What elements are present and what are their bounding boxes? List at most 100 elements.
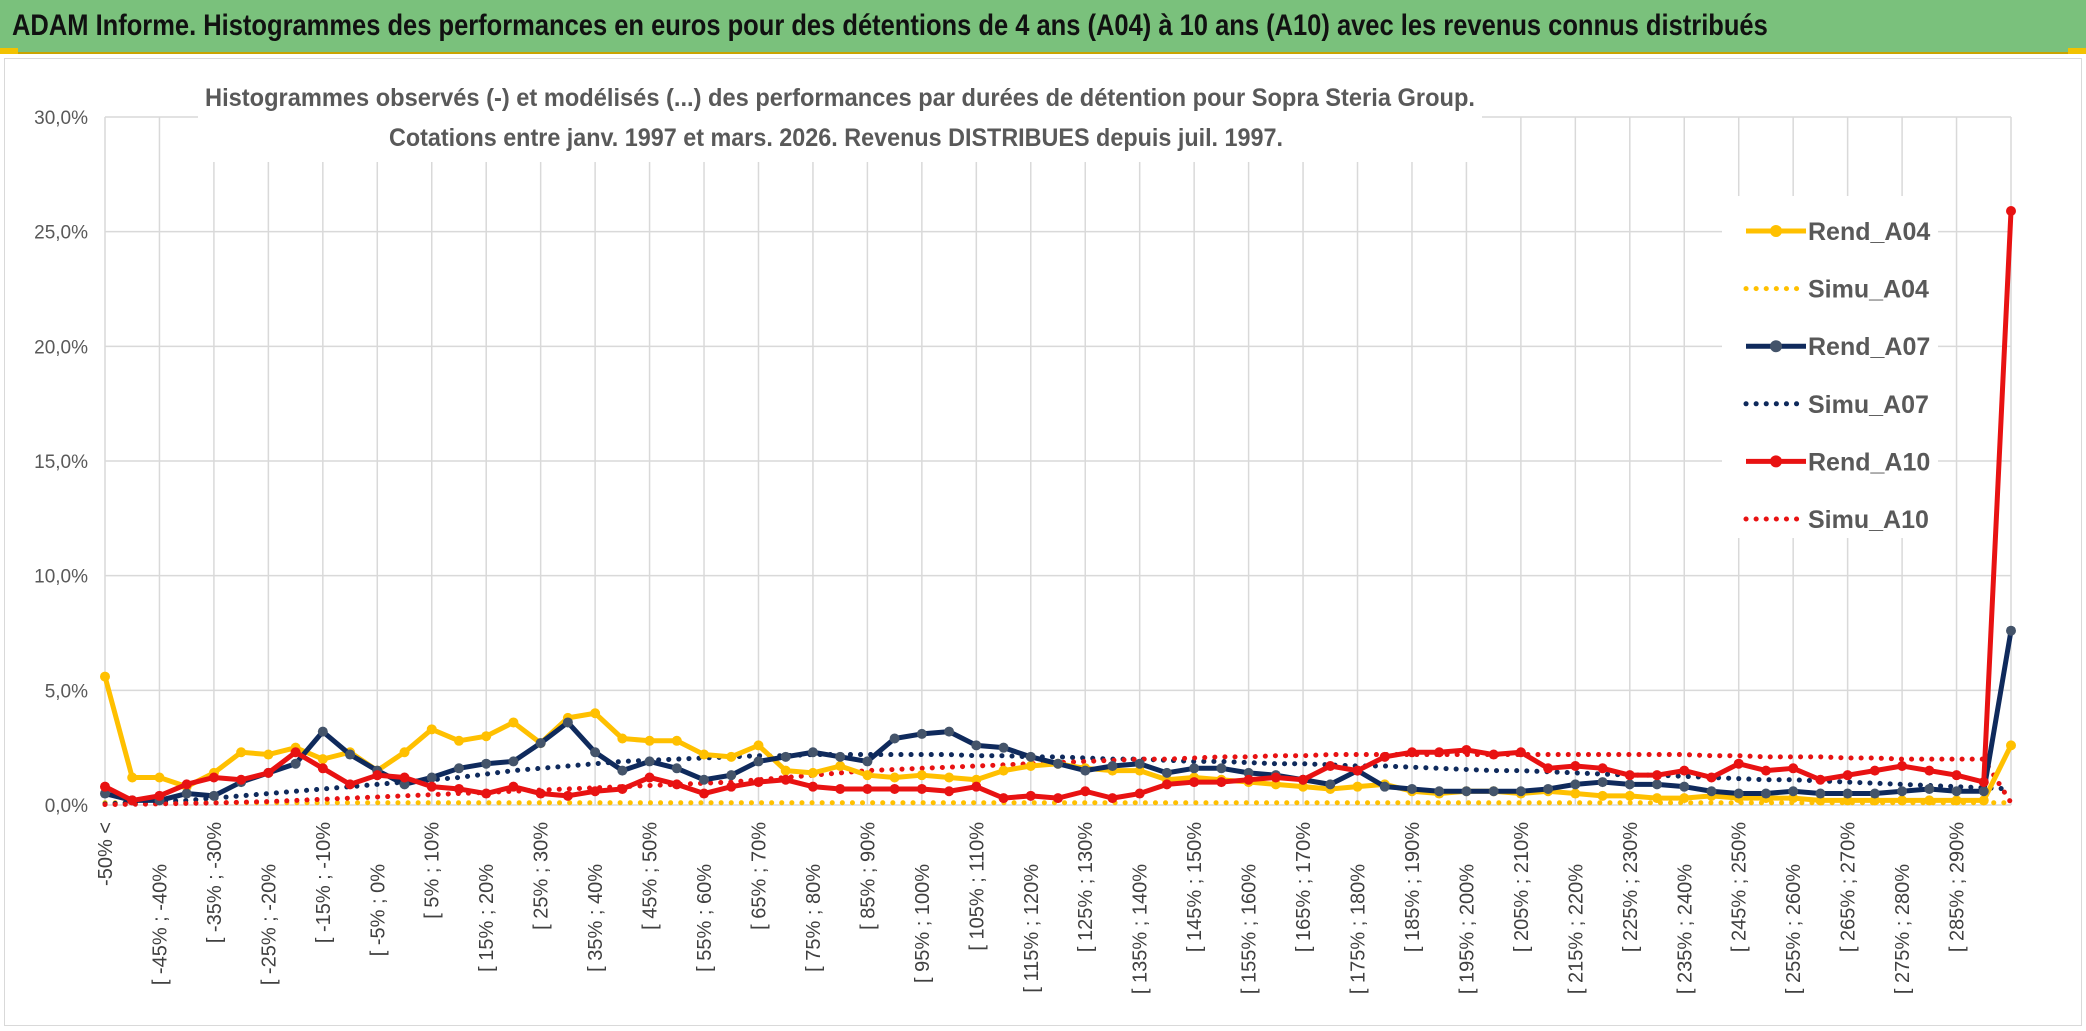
data-point-Rend_A07 [535, 738, 546, 749]
chart-title-line-1: Histogrammes observés (-) et modélisés (… [205, 84, 1475, 112]
x-tick-label: [ -45% ; -40% [149, 864, 171, 985]
data-point-Rend_A10 [1543, 763, 1554, 774]
data-point-Rend_A04 [399, 747, 410, 758]
data-point-Rend_A10 [508, 781, 519, 792]
data-point-Rend_A10 [1107, 793, 1118, 804]
x-tick-label: [ -5% ; 0% [367, 864, 389, 956]
y-tick-label: 15,0% [34, 452, 88, 473]
data-point-Rend_A04 [1134, 765, 1145, 776]
data-point-Rend_A10 [208, 772, 219, 783]
data-point-Rend_A04 [127, 772, 138, 783]
data-point-Rend_A10 [1352, 765, 1363, 776]
data-point-Rend_A10 [2006, 206, 2016, 217]
data-point-Rend_A07 [671, 763, 682, 774]
data-point-Rend_A10 [944, 786, 955, 797]
data-point-Rend_A04 [944, 772, 955, 783]
data-point-Rend_A10 [1597, 763, 1608, 774]
y-tick-label: 20,0% [34, 337, 88, 358]
data-point-Rend_A07 [944, 726, 955, 737]
data-point-Rend_A07 [1325, 779, 1336, 790]
data-point-Rend_A10 [1570, 761, 1581, 772]
data-point-Rend_A10 [1189, 777, 1200, 788]
data-point-Rend_A07 [807, 747, 818, 758]
data-point-Rend_A10 [699, 788, 710, 799]
data-point-Rend_A10 [644, 772, 655, 783]
data-point-Rend_A04 [1298, 781, 1309, 792]
x-tick-label: [ 105% ; 110% [966, 822, 988, 951]
x-tick-label: [ 25% ; 30% [531, 822, 553, 930]
data-point-Rend_A10 [535, 788, 546, 799]
data-point-Rend_A10 [617, 783, 628, 794]
data-point-Rend_A07 [617, 765, 628, 776]
data-point-Rend_A07 [1053, 758, 1063, 769]
x-tick-label: [ 275% ; 280% [1892, 864, 1914, 994]
data-point-Rend_A10 [671, 779, 682, 790]
data-point-Rend_A04 [481, 731, 492, 742]
data-point-Rend_A04 [644, 735, 655, 746]
data-point-Rend_A04 [317, 754, 328, 765]
data-point-Rend_A04 [2006, 740, 2016, 751]
data-point-Rend_A07 [1924, 783, 1935, 794]
chart-title-line-2: Cotations entre janv. 1997 et mars. 2026… [389, 124, 1283, 152]
data-point-Rend_A04 [1570, 788, 1581, 799]
x-tick-label: [ 15% ; 20% [476, 864, 498, 972]
data-point-Rend_A04 [1978, 795, 1989, 806]
data-point-Rend_A04 [1842, 795, 1853, 806]
data-point-Rend_A10 [590, 786, 601, 797]
data-point-Rend_A10 [1298, 774, 1309, 785]
data-point-Rend_A07 [644, 756, 655, 767]
x-tick-label: [ 45% ; 50% [640, 822, 662, 930]
data-point-Rend_A04 [998, 765, 1009, 776]
data-point-Rend_A07 [753, 756, 764, 767]
legend-item-Simu_A04: Simu_A04 [1743, 276, 1929, 304]
data-point-Rend_A04 [807, 767, 818, 778]
data-point-Rend_A07 [1760, 788, 1771, 799]
banner-accent-left [0, 48, 18, 54]
data-point-Rend_A10 [100, 781, 110, 792]
data-point-Rend_A07 [1543, 783, 1554, 794]
x-tick-label: [ -25% ; -20% [258, 864, 280, 985]
data-point-Rend_A07 [726, 770, 737, 781]
data-point-Rend_A10 [862, 783, 873, 794]
x-tick-label: [ 75% ; 80% [803, 864, 825, 972]
data-point-Rend_A10 [372, 770, 383, 781]
y-tick-label: 0,0% [45, 796, 88, 817]
legend-marker [1770, 455, 1782, 468]
x-tick-label: [ 175% ; 180% [1348, 864, 1370, 994]
data-point-Rend_A07 [508, 756, 519, 767]
banner-accent-right [2068, 48, 2086, 54]
data-point-Rend_A04 [1679, 793, 1690, 804]
x-tick-label: [ 125% ; 130% [1075, 822, 1097, 952]
x-tick-label: [ 215% ; 220% [1565, 864, 1587, 994]
x-tick-label: [ 235% ; 240% [1674, 864, 1696, 994]
x-tick-label: [ 35% ; 40% [585, 864, 607, 972]
data-point-Rend_A10 [753, 777, 764, 788]
data-point-Rend_A10 [1080, 786, 1091, 797]
data-point-Rend_A07 [1570, 779, 1581, 790]
data-point-Rend_A07 [1897, 786, 1908, 797]
data-point-Rend_A07 [481, 758, 492, 769]
series-lines [100, 206, 2016, 808]
data-point-Rend_A04 [1788, 793, 1799, 804]
data-point-Rend_A04 [1270, 779, 1281, 790]
x-tick-label: [ 55% ; 60% [694, 864, 716, 972]
x-axis-ticks: -50% < [ -45% ; -40% [ -35% ; -30% [ -25% ;… [95, 822, 1969, 994]
data-point-Rend_A10 [1515, 747, 1526, 758]
data-point-Rend_A04 [699, 749, 710, 760]
x-tick-label: [ -35% ; -30% [204, 822, 226, 943]
data-point-Rend_A04 [671, 735, 682, 746]
data-point-Rend_A10 [453, 783, 464, 794]
legend-marker [1770, 340, 1782, 353]
data-point-Rend_A10 [1488, 749, 1499, 760]
chart-title: Histogrammes observés (-) et modélisés (… [198, 76, 1482, 162]
x-tick-label: [ 115% ; 120% [1021, 864, 1043, 993]
data-point-Rend_A07 [1379, 781, 1390, 792]
data-point-Rend_A10 [1025, 790, 1036, 801]
data-point-Rend_A07 [1488, 786, 1499, 797]
legend-marker [1770, 225, 1782, 237]
data-point-Rend_A04 [154, 772, 165, 783]
data-point-Rend_A07 [345, 749, 356, 760]
x-tick-label: -50% < [95, 822, 117, 886]
data-point-Rend_A04 [862, 770, 873, 781]
